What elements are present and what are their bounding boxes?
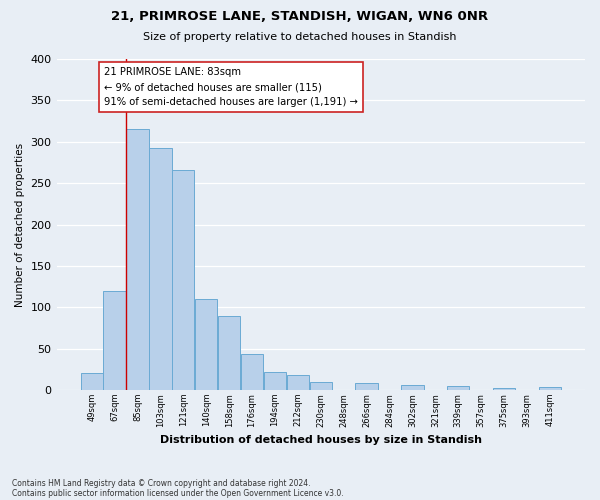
Bar — [103, 290, 125, 390]
Bar — [218, 316, 240, 390]
Bar — [241, 354, 263, 390]
Bar — [172, 170, 194, 390]
Text: Contains HM Land Registry data © Crown copyright and database right 2024.: Contains HM Land Registry data © Crown c… — [12, 478, 311, 488]
Bar — [355, 384, 378, 390]
Text: 21, PRIMROSE LANE, STANDISH, WIGAN, WN6 0NR: 21, PRIMROSE LANE, STANDISH, WIGAN, WN6 … — [112, 10, 488, 23]
Bar — [195, 299, 217, 390]
Bar — [401, 385, 424, 390]
Bar — [493, 388, 515, 390]
Text: Size of property relative to detached houses in Standish: Size of property relative to detached ho… — [143, 32, 457, 42]
Bar — [539, 386, 561, 390]
Bar — [287, 375, 309, 390]
Text: Contains public sector information licensed under the Open Government Licence v3: Contains public sector information licen… — [12, 488, 344, 498]
Bar — [149, 148, 172, 390]
X-axis label: Distribution of detached houses by size in Standish: Distribution of detached houses by size … — [160, 435, 482, 445]
Bar — [310, 382, 332, 390]
Text: 21 PRIMROSE LANE: 83sqm
← 9% of detached houses are smaller (115)
91% of semi-de: 21 PRIMROSE LANE: 83sqm ← 9% of detached… — [104, 68, 358, 107]
Bar — [80, 374, 103, 390]
Bar — [264, 372, 286, 390]
Y-axis label: Number of detached properties: Number of detached properties — [15, 142, 25, 306]
Bar — [447, 386, 469, 390]
Bar — [127, 130, 149, 390]
